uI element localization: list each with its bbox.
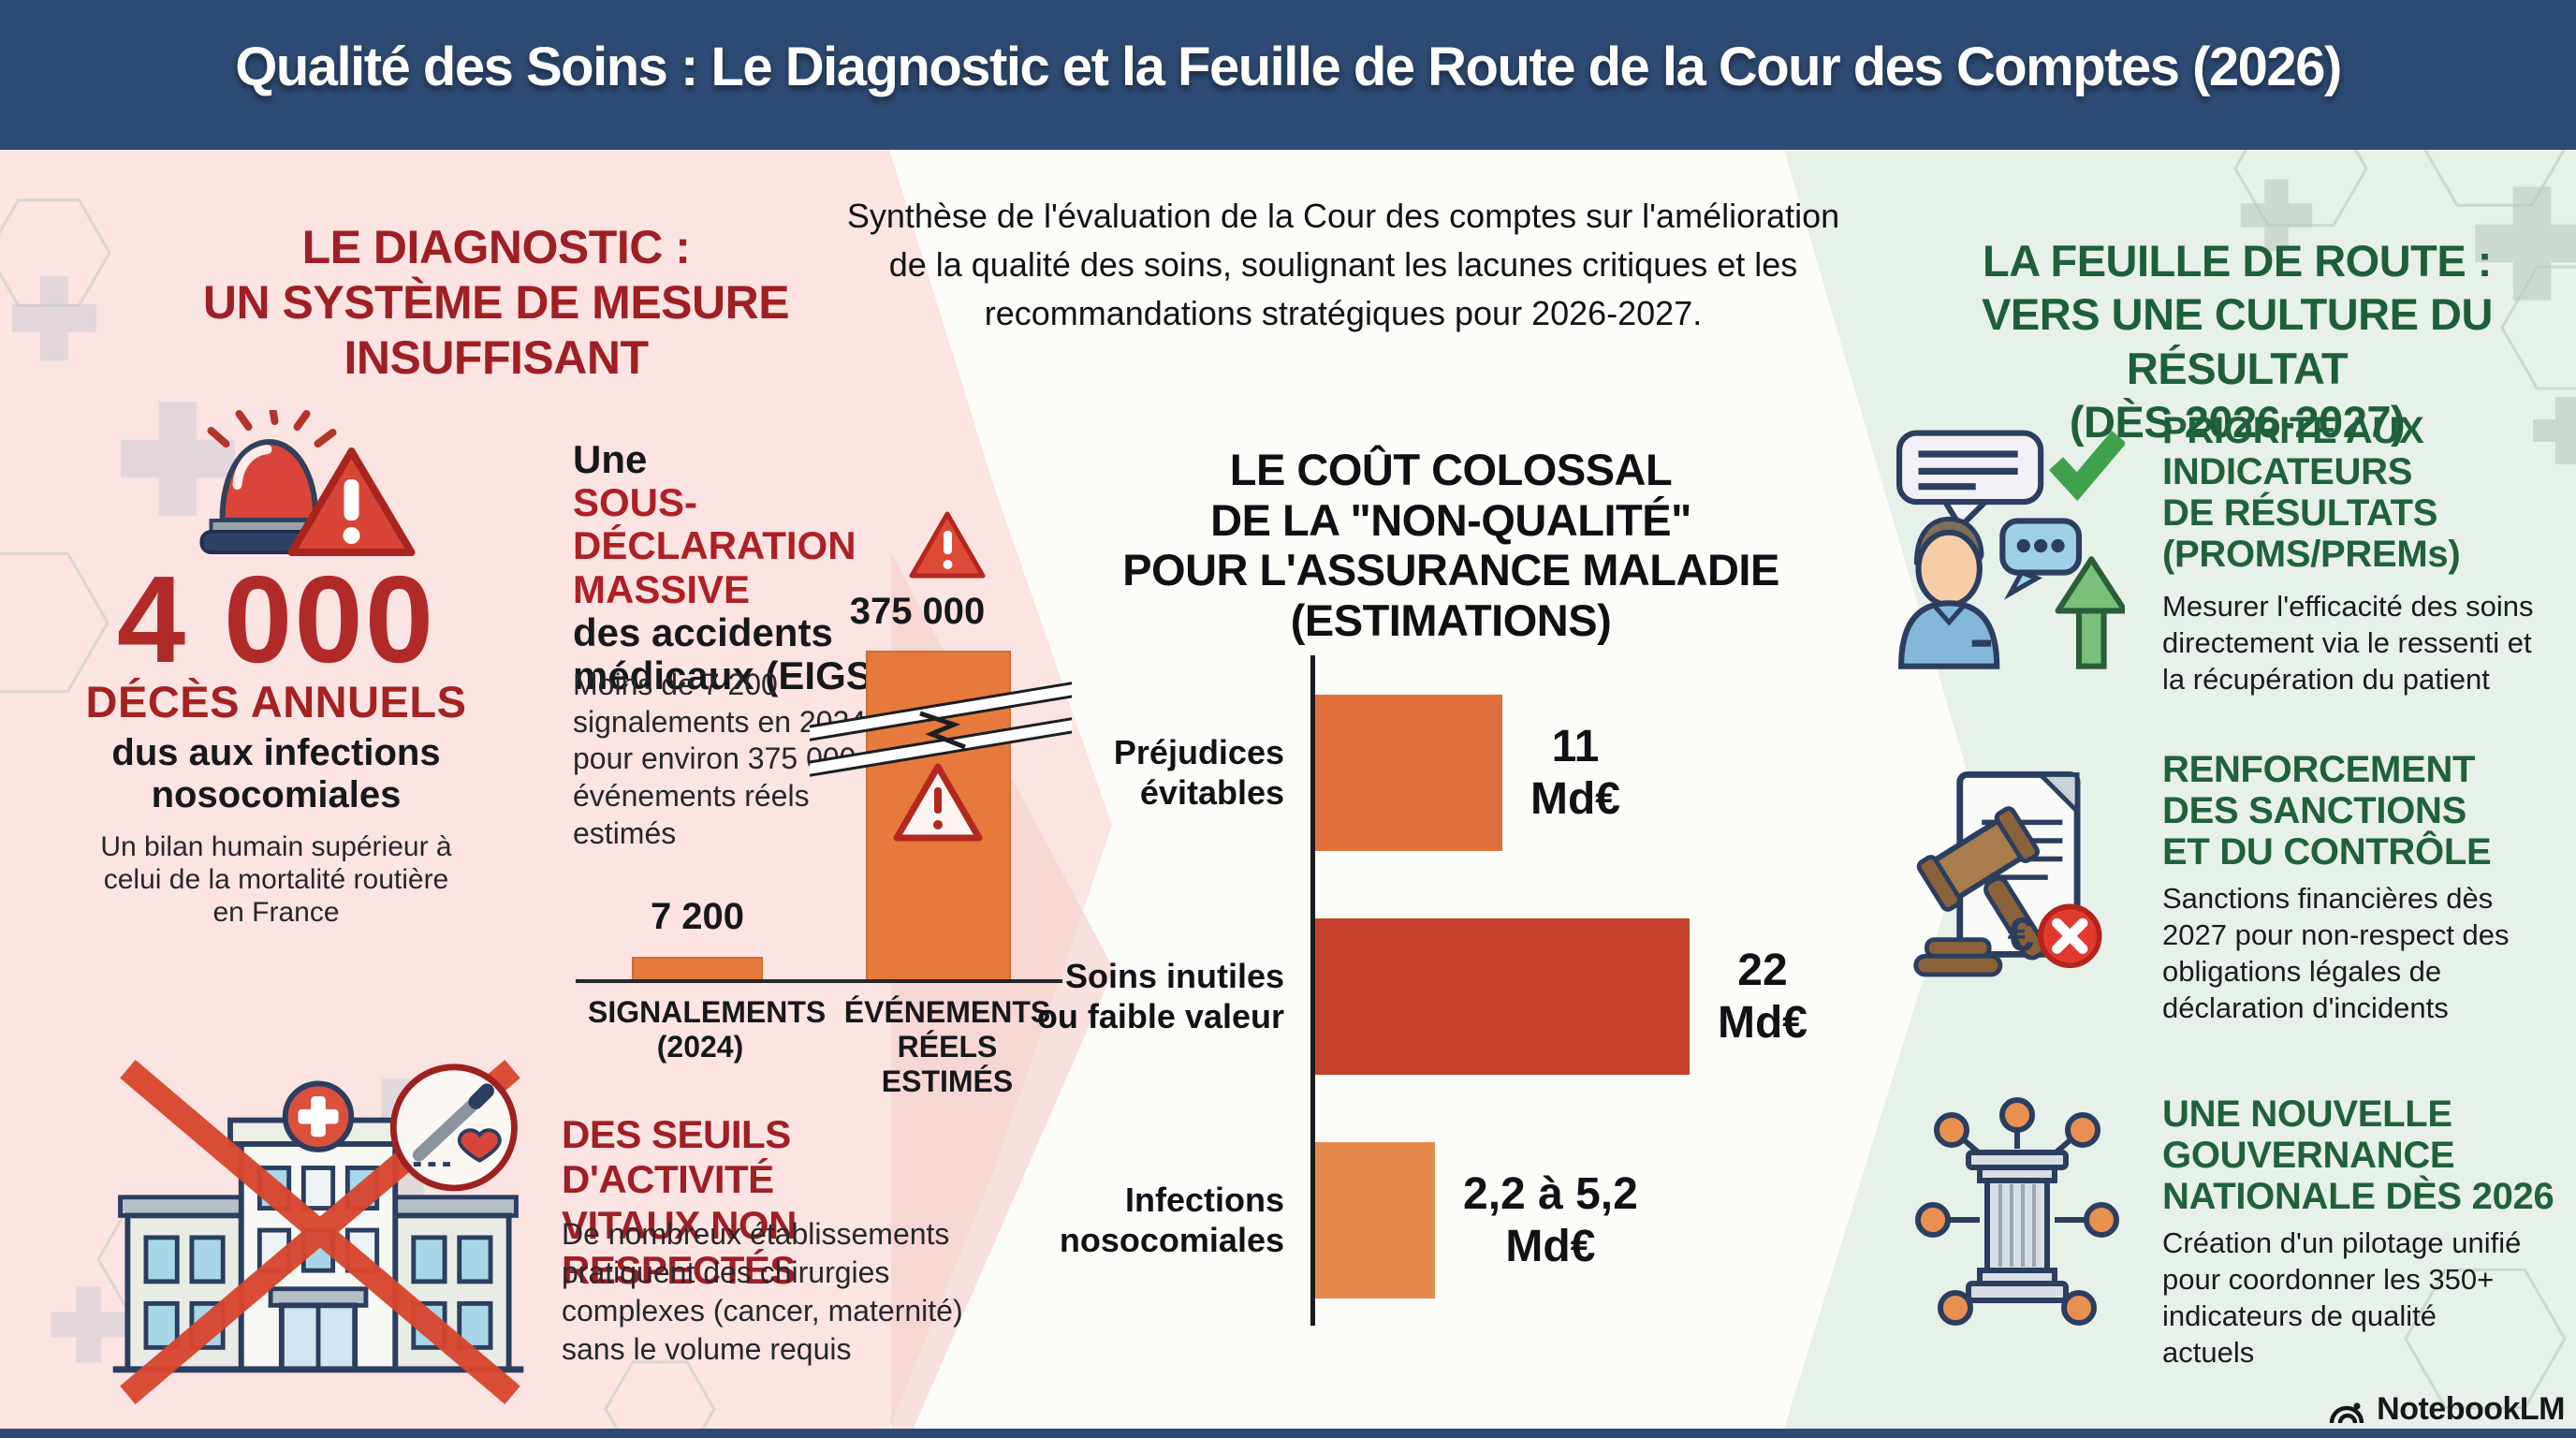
estimated-events-value: 375 000 xyxy=(849,591,986,632)
underreporting-lead: Une xyxy=(573,437,648,481)
roadmap-item-title: UNE NOUVELLE GOUVERNANCE NATIONALE DÈS 2… xyxy=(2162,1093,2554,1217)
mini-chart-baseline xyxy=(576,979,1062,983)
cost-chart-title: LE COÛT COLOSSAL DE LA "NON-QUALITÉ" POU… xyxy=(1122,445,1779,645)
notebooklm-watermark: NotebookLM xyxy=(2181,1391,2565,1428)
roadmap-item-title: RENFORCEMENT DES SANCTIONS ET DU CONTRÔL… xyxy=(2162,749,2492,873)
notebooklm-logo-icon xyxy=(2329,1402,2364,1423)
cost-category-label: Préjudices évitables xyxy=(1113,733,1284,812)
cost-category-label: Soins inutiles ou faible valeur xyxy=(1036,957,1284,1035)
pillar-flutes xyxy=(1998,1184,2036,1267)
roadmap-item-body: Mesurer l'efficacité des soins directeme… xyxy=(2162,590,2534,697)
underreporting-highlight: SOUS-DÉCLARATION MASSIVE xyxy=(573,480,856,611)
signalements-bar xyxy=(632,957,763,981)
cost-value-label: 11 Md€ xyxy=(1530,722,1620,824)
up-arrow-icon xyxy=(2055,556,2125,669)
crossed-hospital-icon xyxy=(112,1060,524,1404)
thresholds-heading: DES SEUILS D'ACTIVITÉ VITAUX NON RESPECT… xyxy=(562,1112,797,1292)
pillar xyxy=(1966,1150,2069,1303)
deaths-stat-label: DÉCÈS ANNUELS xyxy=(85,677,467,726)
gavel-icon xyxy=(1913,806,2047,977)
roadmap-item-body: Création d'un pilotage unifié pour coord… xyxy=(2162,1226,2522,1370)
cost-bar xyxy=(1315,1142,1435,1299)
red-x-badge xyxy=(2037,903,2102,969)
siren-alert-icon xyxy=(199,410,416,556)
cost-bar-chart: Préjudices évitables 11 Md€ Soins inutil… xyxy=(1020,655,1863,1386)
bottom-bar xyxy=(0,1429,2576,1438)
notebooklm-label: NotebookLM xyxy=(2377,1391,2565,1427)
deaths-stat-sublabel: dus aux infections nosocomiales xyxy=(111,732,441,815)
cost-chart-axis xyxy=(1310,655,1315,1326)
diagnostic-heading: LE DIAGNOSTIC : UN SYSTÈME DE MESURE INS… xyxy=(202,221,790,384)
cost-category-label: Infections nosocomiales xyxy=(1059,1181,1284,1259)
events-category-label: ÉVÉNEMENTS RÉELS ESTIMÉS xyxy=(843,995,1051,1098)
underreporting-subtitle: des accidents médicaux (EIGS) xyxy=(573,609,886,697)
warning-triangle-outline-icon xyxy=(893,763,983,842)
roadmap-heading: LA FEUILLE DE ROUTE : VERS UNE CULTURE D… xyxy=(1982,236,2493,447)
header-bar xyxy=(0,0,2576,150)
cost-row-infections: Infections nosocomiales 2,2 à 5,2 Md€ xyxy=(1020,1142,1863,1299)
cost-bar xyxy=(1315,918,1690,1075)
page-title: Qualité des Soins : Le Diagnostic et la … xyxy=(235,37,2342,97)
cost-value-label: 22 Md€ xyxy=(1718,946,1808,1048)
checkmark-icon xyxy=(2048,431,2125,502)
warning-triangle-icon xyxy=(909,511,986,579)
warning-triangle-icon xyxy=(287,448,416,556)
roadmap-item-title: PRIORITÉ AUX INDICATEURS DE RÉSULTATS (P… xyxy=(2162,410,2461,575)
roadmap-item-body: Sanctions financières dès 2027 pour non-… xyxy=(2162,882,2510,1025)
patient-feedback-icon xyxy=(1896,430,2125,669)
governance-pillar-icon xyxy=(1915,1097,2119,1326)
underreporting-bar-chart: 375 000 7 200 SIGNALEMENTS (2024) ÉVÉNEM… xyxy=(576,510,1072,1098)
deaths-stat-value: 4 000 xyxy=(116,550,436,688)
cost-bar xyxy=(1315,695,1502,851)
thresholds-body: De nombreux établissements pratiquent de… xyxy=(562,1217,963,1366)
signalements-category-label: SIGNALEMENTS (2024) xyxy=(588,995,827,1064)
cost-row-soins-inutiles: Soins inutiles ou faible valeur 22 Md€ xyxy=(1020,918,1863,1075)
gavel-sanction-icon: € xyxy=(1913,771,2102,977)
signalements-value: 7 200 xyxy=(650,896,745,937)
cost-row-prejudices: Préjudices évitables 11 Md€ xyxy=(1020,695,1863,851)
cost-value-label: 2,2 à 5,2 Md€ xyxy=(1463,1169,1638,1271)
deaths-stat-note: Un bilan humain supérieur à celui de la … xyxy=(100,831,452,928)
intro-text: Synthèse de l'évaluation de la Cour des … xyxy=(846,197,1840,333)
siren-rays xyxy=(207,410,337,448)
euro-symbol: € xyxy=(2008,907,2034,961)
axis-break-zigzag xyxy=(810,682,1072,777)
surgery-badge-icon xyxy=(389,1064,518,1192)
underreporting-title: Une SOUS-DÉCLARATION MASSIVE des acciden… xyxy=(573,437,975,697)
